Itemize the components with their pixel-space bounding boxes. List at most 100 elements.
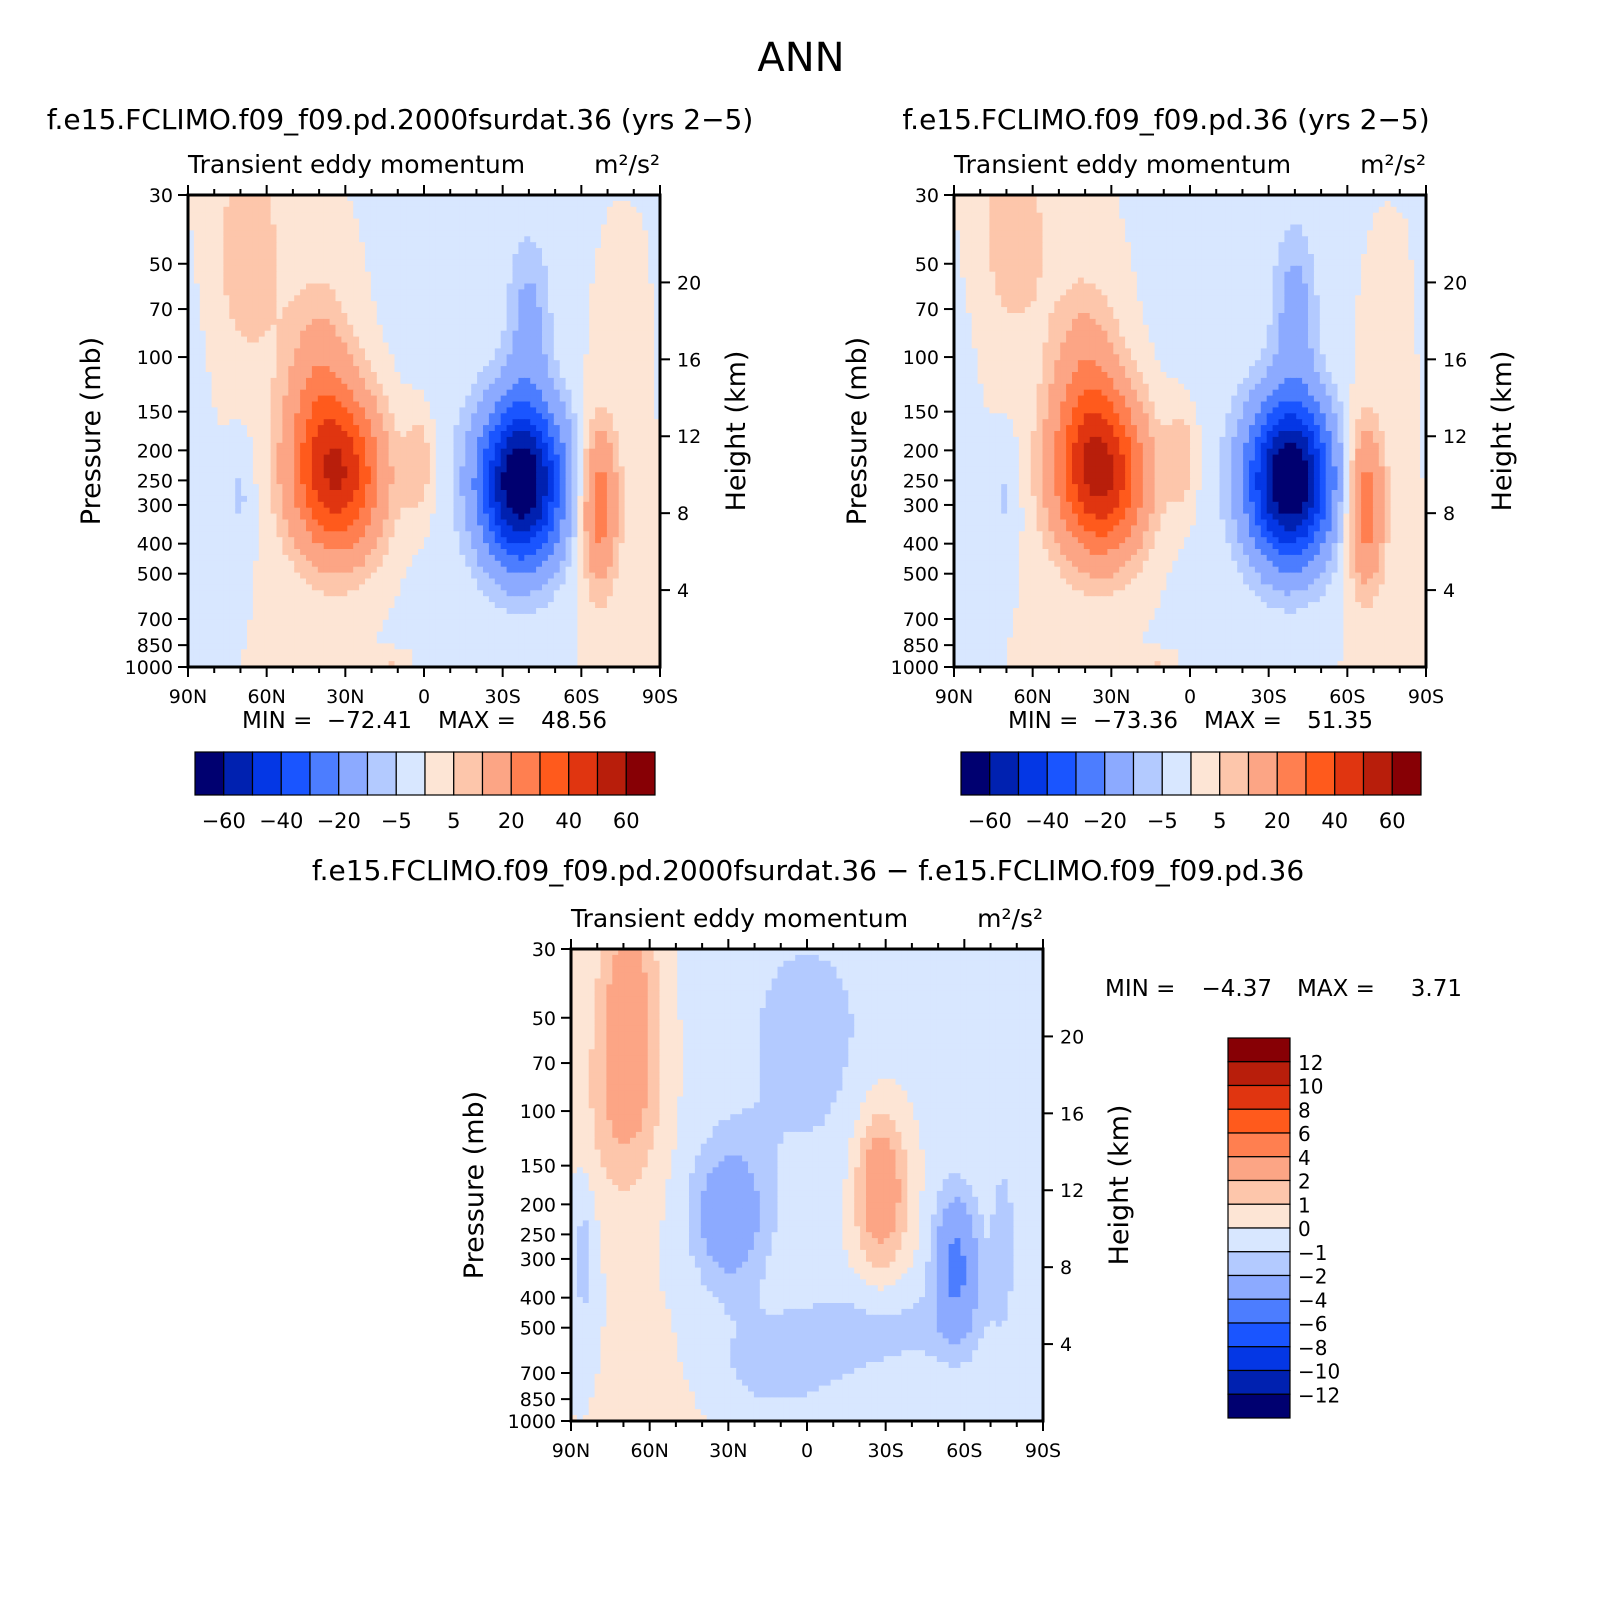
contour-cell (636, 218, 643, 226)
contour-cell (317, 224, 325, 231)
contour-cell (536, 466, 543, 473)
contour-cell (536, 254, 543, 261)
contour-cell (370, 419, 378, 426)
contour-cell (205, 531, 213, 538)
contour-cell (306, 531, 313, 538)
contour-cell (424, 271, 431, 279)
contour-cell (323, 283, 331, 290)
contour-cell (465, 348, 472, 355)
contour-cell (359, 324, 366, 332)
contour-cell (317, 425, 325, 432)
contour-cell (512, 330, 519, 338)
contour-cell (412, 519, 419, 526)
contour-cell (559, 236, 567, 243)
contour-cell (435, 425, 443, 432)
contour-cell (494, 413, 502, 420)
contour-cell (642, 277, 649, 285)
contour-cell (606, 271, 614, 279)
contour-cell (199, 324, 207, 332)
contour-cell (530, 519, 537, 526)
contour-cell (247, 336, 254, 344)
contour-cell (606, 431, 614, 438)
contour-cell (252, 195, 260, 202)
contour-cell (435, 401, 443, 408)
contour-cell (500, 366, 508, 373)
contour-cell (406, 442, 413, 450)
contour-cell (205, 478, 213, 485)
contour-cell (642, 283, 649, 290)
contour-cell (306, 436, 313, 444)
contour-cell (223, 324, 230, 332)
contour-cell (606, 259, 614, 267)
contour-cell (217, 454, 224, 462)
contour-cell (359, 389, 366, 397)
contour-cell (524, 324, 531, 332)
contour-cell (553, 377, 561, 385)
contour-cell (300, 537, 307, 544)
contour-cell (435, 265, 443, 273)
contour-cell (483, 313, 490, 320)
contour-cell (453, 242, 460, 249)
contour-cell (435, 549, 443, 556)
contour-cell (630, 195, 637, 202)
contour-cell (388, 454, 396, 462)
contour-cell (636, 466, 643, 473)
contour-cell (654, 507, 661, 515)
contour-cell (488, 318, 496, 326)
contour-cell (583, 195, 590, 202)
contour-cell (424, 419, 431, 426)
contour-cell (530, 236, 537, 243)
contour-cell (636, 295, 643, 302)
contour-cell (406, 554, 413, 562)
contour-cell (376, 301, 384, 308)
contour-cell (294, 454, 301, 462)
contour-cell (589, 248, 596, 255)
contour-cell (577, 230, 584, 237)
contour-cell (447, 395, 455, 403)
contour-cell (400, 401, 407, 408)
contour-cell (406, 366, 413, 373)
contour-cell (494, 360, 502, 367)
contour-cell (294, 230, 301, 237)
contour-cell (311, 472, 319, 479)
contour-cell (241, 543, 248, 550)
contour-cell (223, 554, 230, 562)
contour-cell (483, 360, 490, 367)
contour-cell (618, 283, 626, 290)
contour-cell (294, 484, 301, 491)
contour-cell (347, 537, 354, 544)
contour-cell (282, 206, 289, 214)
contour-cell (577, 431, 584, 438)
contour-cell (258, 454, 266, 462)
contour-cell (459, 442, 466, 450)
contour-cell (300, 442, 307, 450)
contour-cell (553, 407, 561, 414)
contour-cell (335, 271, 342, 279)
contour-cell (288, 360, 295, 367)
contour-cell (406, 236, 413, 243)
contour-cell (418, 431, 425, 438)
contour-cell (654, 224, 661, 231)
contour-cell (471, 218, 478, 226)
contour-cell (530, 543, 537, 550)
contour-cell (365, 513, 372, 521)
contour-cell (424, 295, 431, 302)
contour-cell (612, 271, 620, 279)
contour-cell (223, 366, 230, 373)
contour-cell (636, 200, 643, 208)
contour-cell (394, 460, 401, 467)
contour-cell (630, 360, 637, 367)
contour-cell (211, 206, 219, 214)
contour-cell (512, 519, 519, 526)
contour-cell (241, 200, 248, 208)
contour-cell (288, 283, 295, 290)
contour-cell (565, 354, 573, 361)
contour-cell (465, 401, 472, 408)
contour-cell (589, 543, 596, 550)
contour-cell (612, 265, 620, 273)
contour-cell (571, 324, 578, 332)
contour-cell (205, 195, 213, 202)
contour-cell (636, 436, 643, 444)
contour-cell (288, 501, 295, 509)
contour-cell (418, 478, 425, 485)
